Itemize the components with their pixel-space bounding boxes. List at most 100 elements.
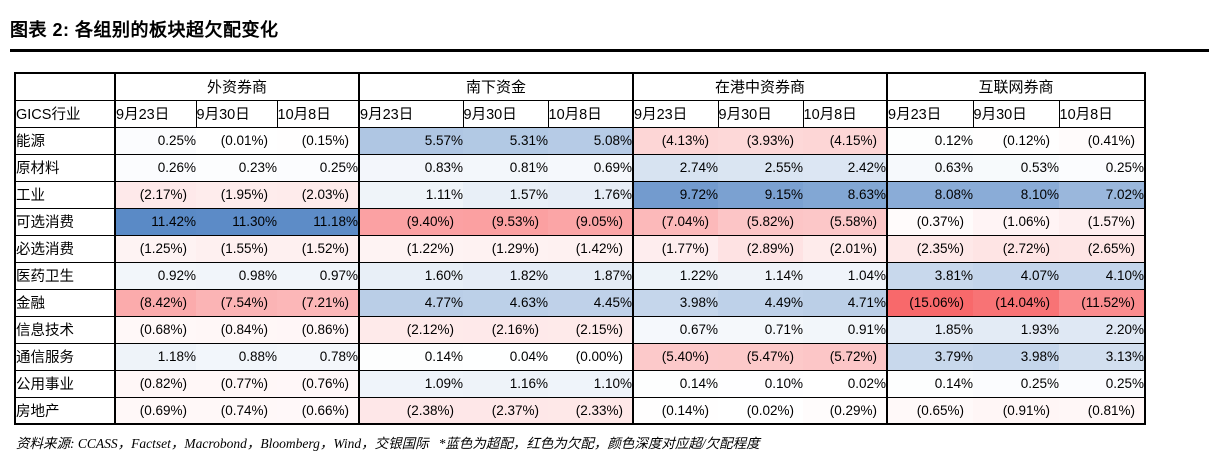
table-row: 可选消费 11.42% 11.30% 11.18% (9.40%) (9.53%) (9.0…: [15, 207, 1145, 236]
value-cell: 3.13%: [1059, 342, 1145, 371]
date-header-cell: 9月30日: [972, 99, 1059, 128]
value-cell: 2.55%: [718, 153, 803, 182]
group-header-cell: 南下资金: [358, 72, 633, 101]
group-header-cell: 在港中资券商: [632, 72, 887, 101]
industry-label-cell: 通信服务: [15, 342, 115, 371]
value-cell: (2.03%): [277, 180, 359, 209]
value-cell: 1.10%: [548, 369, 633, 398]
value-cell: (9.05%): [548, 207, 633, 236]
date-header-row: GICS行业 9月23日 9月30日 10月8日 9月23日 9月30日 10月8日 9月23…: [15, 99, 1145, 128]
value-cell: 0.26%: [114, 153, 196, 182]
value-cell: 4.45%: [548, 288, 633, 317]
table-row: 工业 (2.17%) (1.95%) (2.03%) 1.11% 1.57% 1.76% 9.…: [15, 180, 1145, 209]
value-cell: 8.10%: [973, 180, 1059, 209]
value-cell: 4.49%: [718, 288, 803, 317]
value-cell: (0.86%): [277, 315, 359, 344]
value-cell: (4.15%): [803, 126, 887, 155]
corner-empty-cell: [15, 72, 115, 101]
date-header-cell: 9月23日: [632, 99, 718, 128]
value-cell: (0.68%): [114, 315, 196, 344]
table-row: 原材料 0.26% 0.23% 0.25% 0.83% 0.81% 0.69% 2.74% 2.…: [15, 153, 1145, 182]
value-cell: (0.14%): [632, 396, 718, 425]
value-cell: 1.76%: [548, 180, 633, 209]
date-header-cell: 10月8日: [547, 99, 633, 128]
value-cell: 8.63%: [803, 180, 887, 209]
value-cell: (1.42%): [548, 234, 633, 263]
value-cell: 5.57%: [358, 126, 463, 155]
value-cell: 1.22%: [632, 261, 718, 290]
value-cell: (2.01%): [803, 234, 887, 263]
value-cell: 2.74%: [632, 153, 718, 182]
value-cell: 0.14%: [632, 369, 718, 398]
value-cell: (0.41%): [1059, 126, 1145, 155]
value-cell: 0.25%: [114, 126, 196, 155]
value-cell: 11.18%: [277, 207, 359, 236]
value-cell: 1.16%: [463, 369, 548, 398]
date-header-cell: 10月8日: [1058, 99, 1145, 128]
value-cell: 4.10%: [1059, 261, 1145, 290]
gics-header-cell: GICS行业: [15, 99, 115, 128]
value-cell: 1.60%: [358, 261, 463, 290]
value-cell: 0.63%: [886, 153, 973, 182]
value-cell: (0.01%): [196, 126, 277, 155]
value-cell: 1.57%: [463, 180, 548, 209]
industry-label-cell: 工业: [15, 180, 115, 209]
value-cell: (1.29%): [463, 234, 548, 263]
value-cell: 0.14%: [358, 342, 463, 371]
value-cell: (3.93%): [718, 126, 803, 155]
value-cell: 9.72%: [632, 180, 718, 209]
industry-label-cell: 可选消费: [15, 207, 115, 236]
table-row: 金融 (8.42%) (7.54%) (7.21%) 4.77% 4.63% 4.45% 3.…: [15, 288, 1145, 317]
value-cell: 1.14%: [718, 261, 803, 290]
value-cell: 2.20%: [1059, 315, 1145, 344]
value-cell: 11.30%: [196, 207, 277, 236]
value-cell: (1.77%): [632, 234, 718, 263]
source-note: 资料来源: CCASS，Factset，Macrobond，Bloomberg，…: [16, 432, 1209, 452]
value-cell: 0.98%: [196, 261, 277, 290]
value-cell: 1.04%: [803, 261, 887, 290]
value-cell: 2.42%: [803, 153, 887, 182]
value-cell: (1.57%): [1059, 207, 1145, 236]
value-cell: (0.15%): [277, 126, 359, 155]
table-row: 通信服务 1.18% 0.88% 0.78% 0.14% 0.04% (0.00%) (5.4…: [15, 342, 1145, 371]
value-cell: (0.82%): [114, 369, 196, 398]
value-cell: (2.16%): [463, 315, 548, 344]
group-header-cell: 互联网券商: [886, 72, 1145, 101]
value-cell: 3.98%: [973, 342, 1059, 371]
value-cell: 0.81%: [463, 153, 548, 182]
value-cell: (0.69%): [114, 396, 196, 425]
value-cell: (7.04%): [632, 207, 718, 236]
value-cell: 0.83%: [358, 153, 463, 182]
value-cell: 4.63%: [463, 288, 548, 317]
industry-label-cell: 原材料: [15, 153, 115, 182]
value-cell: (0.91%): [973, 396, 1059, 425]
value-cell: 0.91%: [803, 315, 887, 344]
value-cell: 1.09%: [358, 369, 463, 398]
value-cell: (0.76%): [277, 369, 359, 398]
date-header-cell: 10月8日: [276, 99, 359, 128]
industry-label-cell: 公用事业: [15, 369, 115, 398]
value-cell: 4.77%: [358, 288, 463, 317]
value-cell: (5.72%): [803, 342, 887, 371]
value-cell: 0.23%: [196, 153, 277, 182]
value-cell: (4.13%): [632, 126, 718, 155]
value-cell: 3.79%: [886, 342, 973, 371]
value-cell: 5.08%: [548, 126, 633, 155]
table-row: 公用事业 (0.82%) (0.77%) (0.76%) 1.09% 1.16% 1.10%…: [15, 369, 1145, 398]
value-cell: (2.15%): [548, 315, 633, 344]
date-header-cell: 9月23日: [886, 99, 973, 128]
value-cell: (7.21%): [277, 288, 359, 317]
value-cell: (2.33%): [548, 396, 633, 425]
date-header-cell: 9月23日: [358, 99, 463, 128]
value-cell: 1.85%: [886, 315, 973, 344]
value-cell: 3.98%: [632, 288, 718, 317]
date-header-cell: 9月30日: [462, 99, 548, 128]
value-cell: (5.40%): [632, 342, 718, 371]
value-cell: (5.47%): [718, 342, 803, 371]
value-cell: 0.25%: [277, 153, 359, 182]
value-cell: 0.25%: [1059, 369, 1145, 398]
industry-label-cell: 必选消费: [15, 234, 115, 263]
report-figure: 图表 2: 各组别的板块超欠配变化 外资券商 南下资金 在港中资券商 互联网券商 GIC…: [10, 20, 1209, 452]
table-row: 能源 0.25% (0.01%) (0.15%) 5.57% 5.31% 5.08% (4.1…: [15, 126, 1145, 155]
value-cell: 1.11%: [358, 180, 463, 209]
